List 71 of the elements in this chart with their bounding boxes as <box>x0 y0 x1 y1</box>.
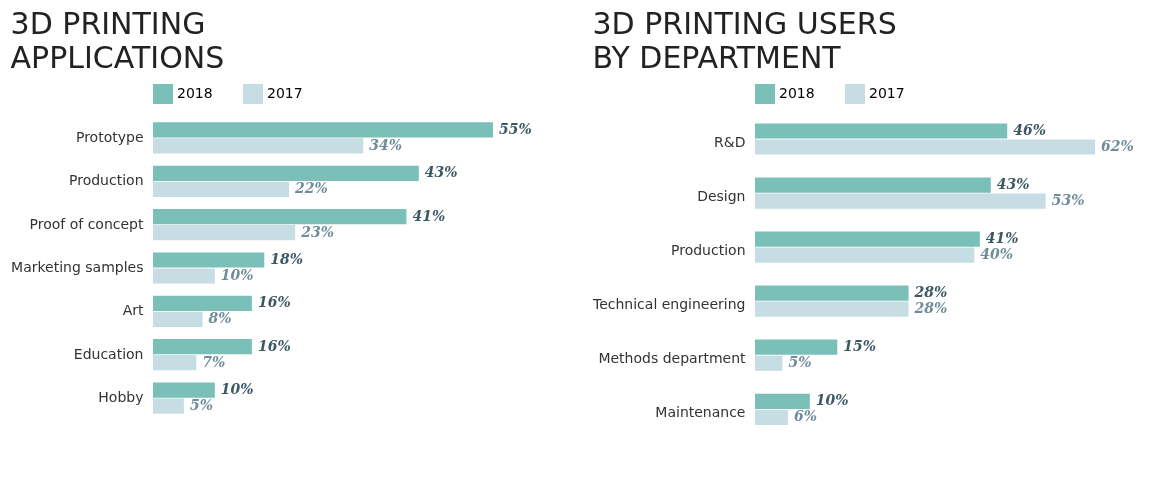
bar <box>153 225 296 241</box>
bar <box>153 181 289 197</box>
data-label: 43% <box>996 176 1030 193</box>
data-label: 16% <box>257 294 291 311</box>
bar <box>153 165 419 181</box>
bar <box>755 247 975 263</box>
data-label: 62% <box>1101 138 1134 155</box>
bar <box>755 177 991 193</box>
y-tick-label: Design <box>697 187 746 204</box>
bar <box>153 252 265 268</box>
y-tick-label: R&D <box>714 133 746 150</box>
legend-label: 2017 <box>869 85 905 101</box>
data-label: 41% <box>412 207 446 224</box>
bar <box>755 139 1095 155</box>
data-label: 43% <box>424 164 458 181</box>
y-tick-label: Marketing samples <box>11 259 144 275</box>
bar <box>755 193 1046 209</box>
bar <box>755 301 909 317</box>
data-label: 46% <box>1013 122 1047 139</box>
bar <box>153 339 252 355</box>
bar <box>755 355 783 371</box>
data-label: 5% <box>788 354 812 371</box>
chart-title: 3D PRINTING USERS BY DEPARTMENT <box>592 6 897 75</box>
y-tick-label: Hobby <box>98 389 144 406</box>
data-label: 10% <box>220 267 254 283</box>
bar <box>153 268 215 284</box>
bar <box>755 231 980 247</box>
data-label: 55% <box>499 120 532 137</box>
bar <box>153 382 215 398</box>
y-tick-label: Production <box>69 172 144 189</box>
bar <box>755 409 788 425</box>
data-label: 16% <box>257 337 291 354</box>
data-label: 6% <box>793 408 817 425</box>
bar <box>755 123 1008 139</box>
data-label: 53% <box>1051 192 1085 209</box>
legend-label: 2018 <box>177 85 213 101</box>
data-label: 28% <box>913 284 948 301</box>
bar <box>153 295 252 311</box>
bar <box>755 393 810 409</box>
data-label: 23% <box>300 223 334 240</box>
data-label: 34% <box>369 136 402 153</box>
data-label: 18% <box>270 251 304 267</box>
data-label: 10% <box>815 392 849 409</box>
bar <box>153 138 364 154</box>
data-label: 8% <box>208 310 232 327</box>
bar <box>153 311 203 327</box>
y-tick-label: Prototype <box>75 128 144 145</box>
data-label: 40% <box>980 246 1014 263</box>
y-tick-label: Education <box>73 345 144 362</box>
bar <box>755 285 909 301</box>
data-label: 7% <box>202 353 226 370</box>
bar <box>153 355 197 371</box>
y-tick-label: Art <box>122 302 144 319</box>
y-tick-label: Production <box>671 241 746 258</box>
bar <box>153 122 493 138</box>
y-tick-label: Methods department <box>598 350 747 367</box>
data-label: 15% <box>843 338 877 355</box>
data-label: 41% <box>985 230 1019 247</box>
legend-label: 2017 <box>267 85 303 101</box>
legend-label: 2018 <box>779 85 815 101</box>
y-tick-label: Maintenance <box>655 404 746 421</box>
chart-title: 3D PRINTING APPLICATIONS <box>10 6 225 75</box>
bar <box>755 339 838 355</box>
data-label: 5% <box>189 397 213 414</box>
data-label: 22% <box>294 180 328 197</box>
bar <box>153 398 184 414</box>
data-label: 28% <box>913 300 948 317</box>
y-tick-label: Proof of concept <box>29 215 145 232</box>
data-label: 10% <box>220 381 254 398</box>
y-tick-label: Technical engineering <box>591 296 746 313</box>
bar <box>153 209 407 225</box>
